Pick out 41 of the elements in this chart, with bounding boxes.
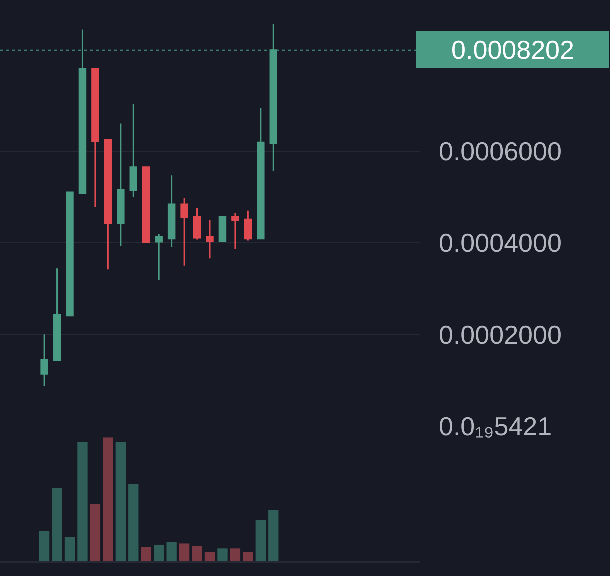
candlestick: [155, 234, 163, 281]
candlestick: [92, 68, 100, 208]
candlestick: [257, 107, 265, 240]
bar: [192, 546, 202, 561]
candlestick: [117, 123, 125, 247]
bar: [154, 544, 164, 561]
bar: [230, 548, 241, 561]
y-tick-label: 0.0002000: [439, 320, 562, 350]
bar: [256, 520, 266, 561]
bar: [179, 544, 190, 561]
y-tick-label: 0.0₁₉5421: [439, 411, 552, 442]
candlestick: [232, 212, 240, 250]
bar: [268, 510, 279, 561]
bar: [103, 438, 114, 561]
bar: [204, 552, 216, 561]
candlestick: [53, 268, 62, 362]
bar: [166, 542, 177, 561]
candlestick: [66, 192, 74, 317]
bar: [141, 547, 152, 561]
bar: [64, 538, 76, 561]
candlestick: [104, 140, 112, 270]
bar: [78, 442, 88, 561]
candlestick: [206, 220, 214, 260]
candlestick: [130, 103, 138, 198]
bar: [39, 531, 50, 561]
bar: [116, 442, 126, 561]
bar: [90, 504, 101, 561]
candlestick: [142, 166, 150, 244]
candlestick: [40, 334, 48, 387]
bar: [243, 552, 254, 561]
bar: [218, 548, 228, 561]
y-tick-label: 0.0006000: [439, 136, 562, 166]
candlestick: [244, 210, 252, 242]
ref-line-label: 0.0008202: [452, 35, 574, 65]
candlestick: [168, 174, 176, 248]
candlestick: [218, 216, 227, 242]
bar: [128, 484, 139, 561]
y-tick-label: 0.0004000: [439, 228, 562, 258]
candlestick: [193, 207, 202, 241]
bar: [52, 488, 62, 561]
candlestick: [180, 197, 188, 267]
